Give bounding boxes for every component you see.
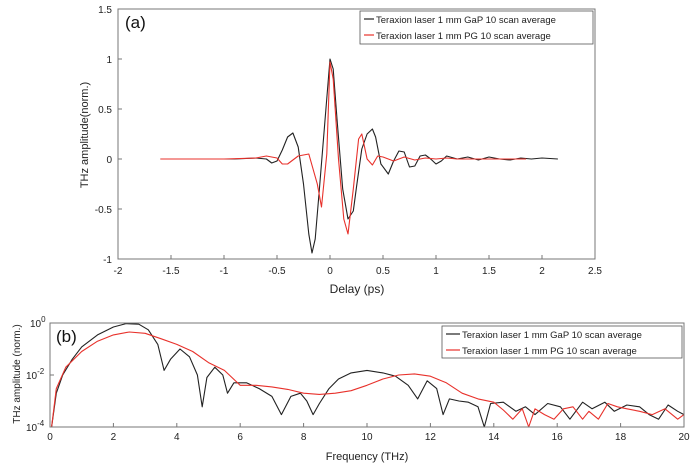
x-tick-label: 1	[433, 266, 439, 277]
y-tick-base: 10	[26, 423, 38, 434]
x-tick-label: 4	[174, 432, 180, 443]
y-tick-label: 10-4	[26, 419, 45, 434]
y-tick-label: 0.5	[98, 105, 112, 116]
x-tick-label: 0.5	[376, 266, 390, 277]
x-tick-label: -0.5	[268, 266, 286, 277]
legend-entry: Teraxion laser 1 mm PG 10 scan average	[376, 31, 551, 42]
y-tick-label: 1.5	[98, 5, 112, 16]
x-tick-label: -1.5	[162, 266, 180, 277]
series-line-pg	[51, 331, 685, 428]
y-axis-label-b: THz amplitude (norm.)	[12, 324, 23, 423]
legend-b: Teraxion laser 1 mm GaP 10 scan average T…	[441, 325, 683, 359]
y-tick-label: 100	[30, 315, 46, 330]
legend-entry: Teraxion laser 1 mm GaP 10 scan average	[376, 15, 556, 26]
series-line-gap	[160, 58, 558, 254]
y-tick-base: 10	[30, 319, 42, 330]
legend-box	[441, 325, 683, 359]
y-tick-label: 10-2	[26, 367, 45, 382]
x-axis-label-b: Frequency (THz)	[326, 451, 409, 463]
x-tick-label: -1	[220, 266, 229, 277]
y-tick-exponent: 0	[41, 315, 46, 324]
y-tick-label: -1	[103, 255, 112, 266]
legend-a: Teraxion laser 1 mm GaP 10 scan average T…	[359, 10, 594, 45]
x-axis-label-a: Delay (ps)	[330, 282, 385, 296]
x-tick-label: 16	[552, 432, 564, 443]
x-tick-label: 2.5	[588, 266, 602, 277]
y-tick-base: 10	[26, 371, 38, 382]
y-tick-exponent: -4	[37, 419, 45, 428]
legend-entry: Teraxion laser 1 mm GaP 10 scan average	[462, 330, 642, 341]
panel-label-a: (a)	[125, 13, 146, 32]
y-tick-exponent: -2	[37, 367, 45, 376]
chart-panel-b: (b) THz amplitude (norm.) Frequency (THz…	[12, 315, 690, 463]
y-tick-label: 1	[106, 55, 112, 66]
plot-area-a	[117, 8, 596, 260]
x-tick-label: 8	[301, 432, 307, 443]
tick-labels-a: -2 -1.5 -1 -0.5 0 0.5 1 1.5 2 2.5 -1 -0.5 0 0.5 1 1.5	[95, 5, 603, 277]
legend-box	[359, 10, 594, 45]
y-axis-label-a: THz amplitude(norm.)	[79, 82, 91, 188]
series-lines-a	[160, 58, 558, 254]
y-tick-label: 0	[106, 155, 112, 166]
chart-panel-a: (a) THz amplitude(norm.) Delay (ps) -2 -1…	[79, 5, 602, 296]
x-tick-label: 0	[47, 432, 53, 443]
x-tick-label: 10	[361, 432, 373, 443]
series-line-gap	[51, 323, 685, 428]
x-tick-label: 2	[539, 266, 545, 277]
plot-area-b	[49, 322, 685, 428]
x-tick-label: -2	[114, 266, 123, 277]
series-lines-b	[51, 323, 685, 428]
x-tick-label: 14	[488, 432, 500, 443]
x-tick-label: 18	[615, 432, 627, 443]
series-line-pg	[160, 61, 527, 235]
panel-label-b: (b)	[56, 327, 77, 346]
legend-entry: Teraxion laser 1 mm PG 10 scan average	[462, 346, 637, 357]
x-tick-label: 2	[111, 432, 117, 443]
x-tick-label: 6	[237, 432, 243, 443]
x-tick-label: 1.5	[482, 266, 496, 277]
x-tick-label: 20	[678, 432, 690, 443]
y-tick-label: -0.5	[95, 205, 113, 216]
x-tick-label: 12	[425, 432, 437, 443]
x-tick-label: 0	[327, 266, 333, 277]
